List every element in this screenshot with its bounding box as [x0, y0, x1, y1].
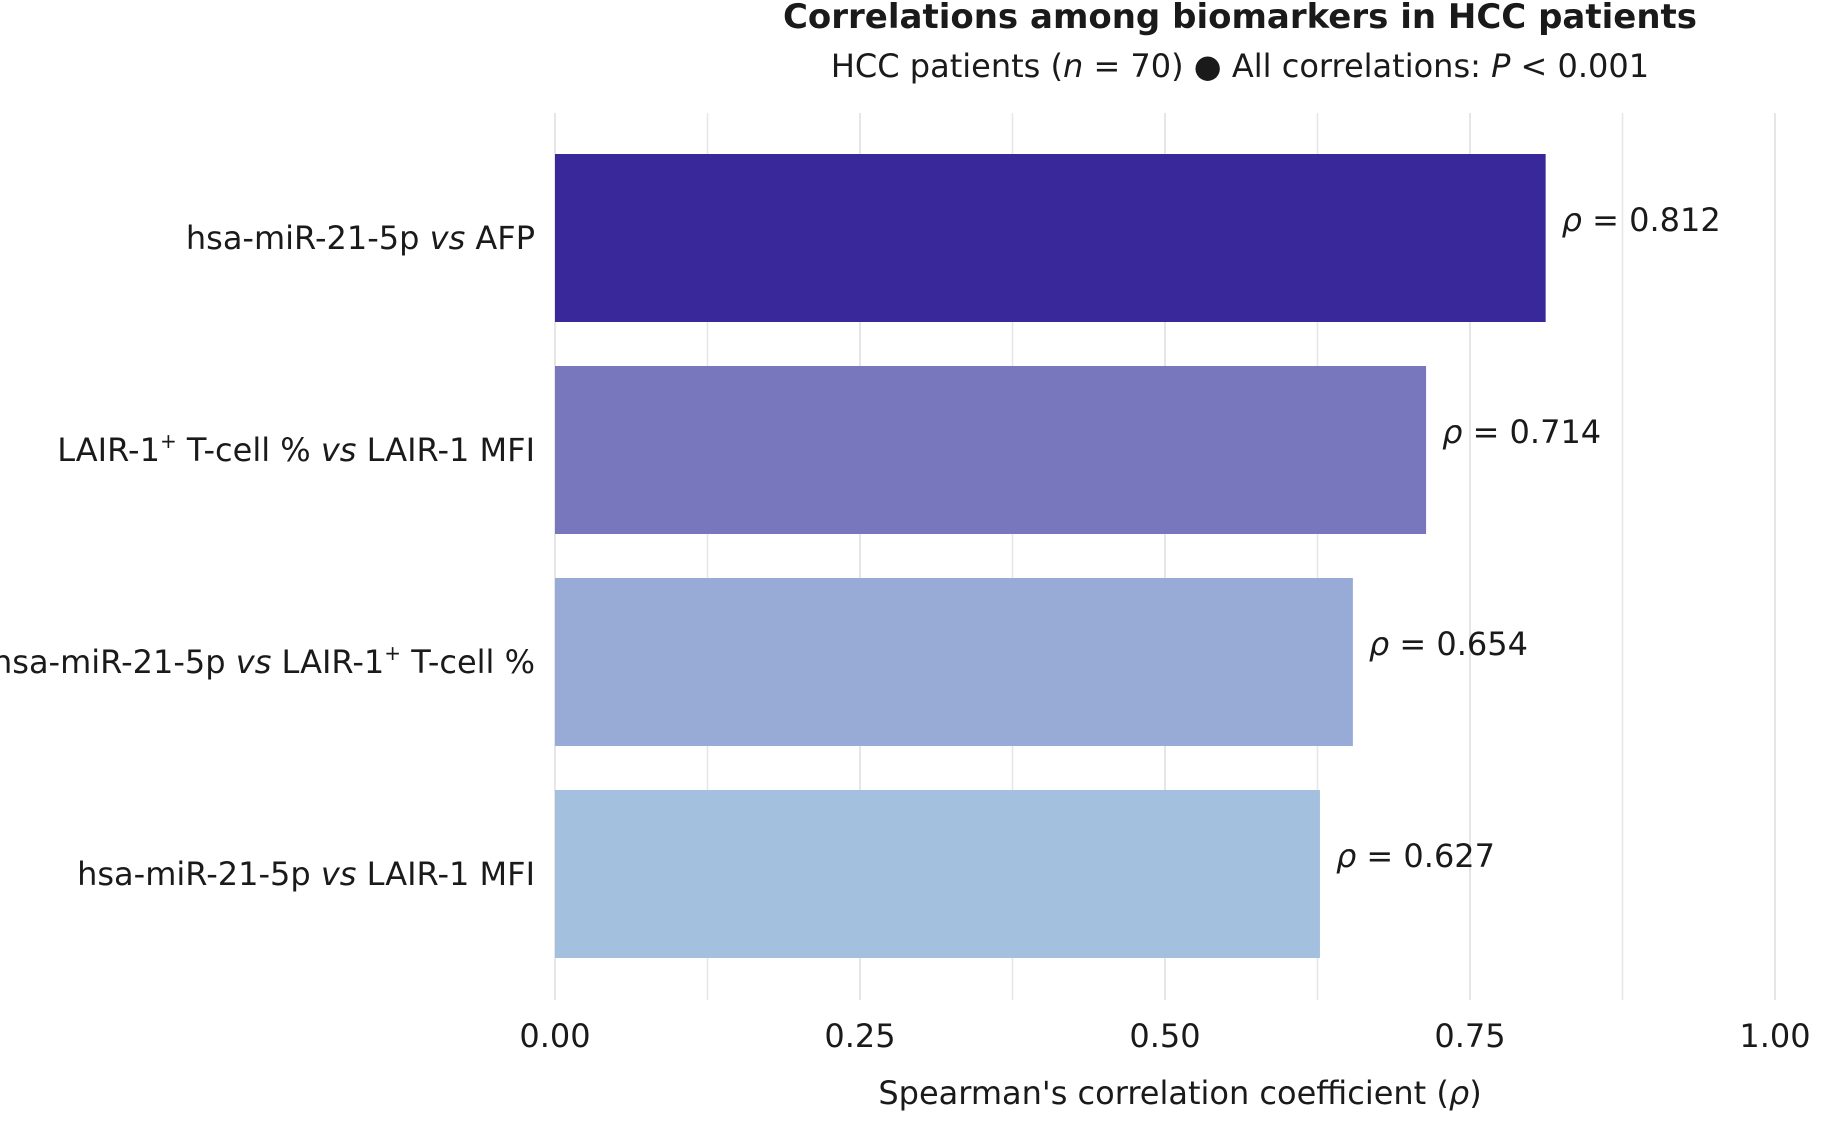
bar-3: [555, 790, 1320, 958]
category-label-0: hsa-miR-21-5p vs AFP: [186, 219, 535, 257]
x-tick-label-0: 0.00: [519, 1017, 590, 1055]
value-label-1: ρ = 0.714: [1442, 413, 1601, 451]
category-label-1: LAIR-1+ T-cell % vs LAIR-1 MFI: [57, 429, 535, 469]
bar-0: [555, 154, 1546, 322]
value-label-3: ρ = 0.627: [1336, 837, 1495, 875]
chart-title: Correlations among biomarkers in HCC pat…: [783, 0, 1697, 37]
bars: [555, 154, 1546, 958]
bar-2: [555, 578, 1353, 746]
value-label-2: ρ = 0.654: [1369, 625, 1528, 663]
x-tick-label-4: 1.00: [1739, 1017, 1810, 1055]
chart-subtitle: HCC patients (n = 70) ● All correlations…: [831, 47, 1649, 85]
x-tick-label-2: 0.50: [1129, 1017, 1200, 1055]
x-tick-labels: 0.00 0.25 0.50 0.75 1.00: [519, 1017, 1810, 1055]
x-tick-label-1: 0.25: [824, 1017, 895, 1055]
x-axis-label: Spearman's correlation coefficient (ρ): [878, 1074, 1481, 1112]
bar-1: [555, 366, 1427, 534]
category-label-2: hsa-miR-21-5p vs LAIR-1+ T-cell %: [0, 641, 535, 681]
value-labels: ρ = 0.812 ρ = 0.714 ρ = 0.654 ρ = 0.627: [1336, 201, 1721, 875]
category-label-3: hsa-miR-21-5p vs LAIR-1 MFI: [77, 855, 535, 893]
x-tick-label-3: 0.75: [1434, 1017, 1505, 1055]
value-label-0: ρ = 0.812: [1562, 201, 1721, 239]
category-labels: hsa-miR-21-5p vs AFP LAIR-1+ T-cell % vs …: [0, 219, 535, 893]
